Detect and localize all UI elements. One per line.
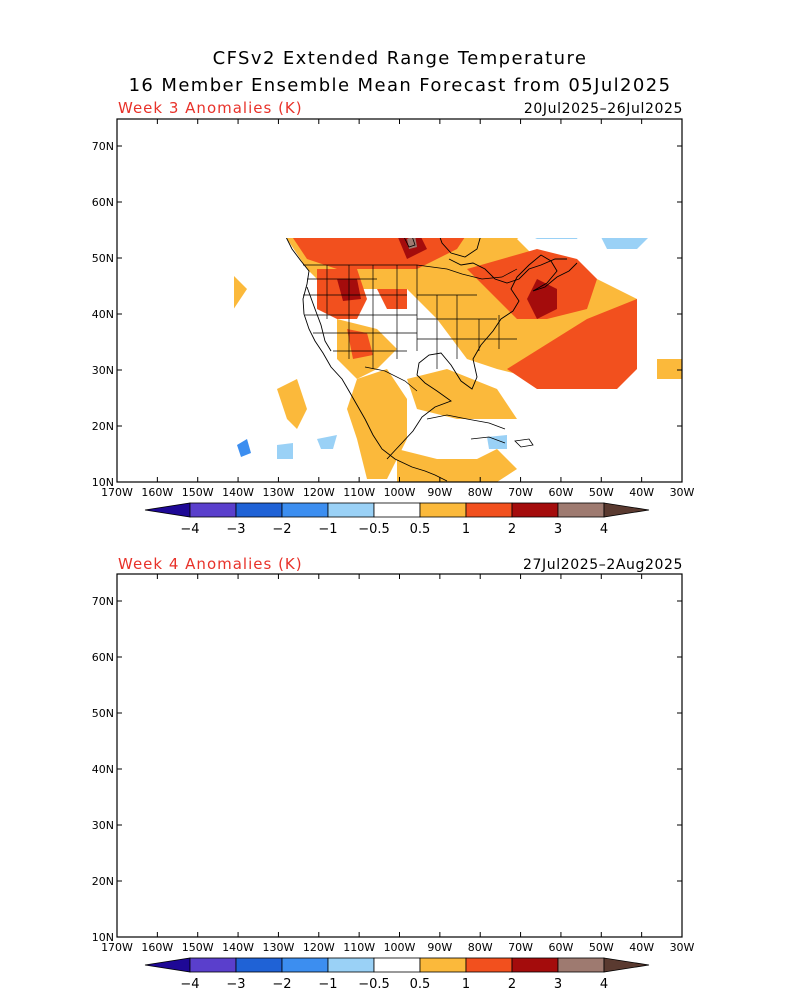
colorbar-label: −1 xyxy=(318,977,337,992)
lon-tick-label: 140W xyxy=(222,486,254,499)
colorbar-segment xyxy=(235,957,283,973)
colorbar-label: 0.5 xyxy=(410,522,431,537)
colorbar-segment xyxy=(235,502,283,518)
lat-tick-label: 60N xyxy=(92,651,114,664)
colorbar-segment xyxy=(189,957,237,973)
week3-dates: 20Jul2025–26Jul2025 xyxy=(523,101,683,117)
colorbar-segment xyxy=(511,502,559,518)
chart-title-line2: 16 Member Ensemble Mean Forecast from 05… xyxy=(128,75,672,96)
colorbar-label: 0.5 xyxy=(410,977,431,992)
colorbar-label: −3 xyxy=(226,977,245,992)
colorbar-segment xyxy=(465,502,513,518)
lon-tick-label: 100W xyxy=(384,486,416,499)
lon-tick-label: 40W xyxy=(629,486,654,499)
lat-tick-label: 20N xyxy=(92,420,114,433)
week4-axes: 170W 160W 150W 140W 130W 120W 110W 100W 90W 80W 70… xyxy=(92,574,695,954)
lon-tick-label: 150W xyxy=(182,941,214,954)
lon-tick-label: 100W xyxy=(384,941,416,954)
lat-tick-label: 10N xyxy=(92,931,114,944)
colorbar-label: 2 xyxy=(508,977,516,992)
colorbar-segment xyxy=(419,957,467,973)
colorbar-arrow-high xyxy=(603,502,650,518)
lon-tick-label: 70W xyxy=(508,941,533,954)
week3-label: Week 3 Anomalies (K) xyxy=(118,99,303,117)
week4-map: 170W 160W 150W 140W 130W 120W 110W 100W 90W 80W 70… xyxy=(92,573,695,954)
week4-dates: 27Jul2025–2Aug2025 xyxy=(522,557,683,573)
colorbar-label: −2 xyxy=(272,522,291,537)
lon-tick-label: 120W xyxy=(303,941,335,954)
colorbar-label: 1 xyxy=(462,522,470,537)
lat-tick-label: 10N xyxy=(92,476,114,489)
lat-tick-label: 30N xyxy=(92,364,114,377)
lon-tick-label: 90W xyxy=(427,486,452,499)
colorbar-segment xyxy=(511,957,559,973)
colorbar-label: 2 xyxy=(508,522,516,537)
lon-tick-label: 170W xyxy=(101,941,133,954)
colorbar-label: −3 xyxy=(226,522,245,537)
lon-tick-label: 50W xyxy=(589,486,614,499)
colorbar-segment xyxy=(557,957,605,973)
lon-tick-label: 30W xyxy=(670,486,695,499)
lon-tick-label: 80W xyxy=(468,941,493,954)
lon-tick-label: 60W xyxy=(548,486,573,499)
colorbar-label: −1 xyxy=(318,522,337,537)
week4-label: Week 4 Anomalies (K) xyxy=(118,555,303,573)
colorbar-segment xyxy=(327,957,375,973)
colorbar-arrow-low xyxy=(144,502,191,518)
colorbar-label: −2 xyxy=(272,977,291,992)
lat-tick-label: 50N xyxy=(92,252,114,265)
lon-tick-label: 130W xyxy=(262,486,294,499)
colorbar-segment xyxy=(281,957,329,973)
colorbar-segment xyxy=(419,502,467,518)
lon-tick-label: 150W xyxy=(182,486,214,499)
lat-tick-label: 60N xyxy=(92,196,114,209)
lon-tick-label: 130W xyxy=(262,941,294,954)
week3-colorbar: −4 −3 −2 −1 −0.5 0.5 1 2 3 4 xyxy=(144,502,650,537)
colorbar-label: 3 xyxy=(554,522,562,537)
lon-tick-label: 120W xyxy=(303,486,335,499)
lon-tick-label: 40W xyxy=(629,941,654,954)
colorbar-segment xyxy=(373,502,421,518)
colorbar-arrow-low xyxy=(144,957,191,973)
lon-tick-label: 170W xyxy=(101,486,133,499)
lon-tick-label: 140W xyxy=(222,941,254,954)
lat-tick-label: 20N xyxy=(92,875,114,888)
colorbar-segment xyxy=(281,502,329,518)
week4-colorbar: −4 −3 −2 −1 −0.5 0.5 1 2 3 4 xyxy=(144,957,650,992)
lon-tick-label: 30W xyxy=(670,941,695,954)
colorbar-label: −4 xyxy=(180,522,199,537)
lat-tick-label: 70N xyxy=(92,140,114,153)
lon-tick-label: 60W xyxy=(548,941,573,954)
lon-tick-label: 90W xyxy=(427,941,452,954)
colorbar-segment xyxy=(189,502,237,518)
chart-title-line1: CFSv2 Extended Range Temperature xyxy=(212,48,588,69)
colorbar-arrow-high xyxy=(603,957,650,973)
lat-tick-label: 40N xyxy=(92,308,114,321)
colorbar-label: 3 xyxy=(554,977,562,992)
colorbar-label: 4 xyxy=(600,522,608,537)
lat-tick-label: 30N xyxy=(92,819,114,832)
lon-tick-label: 70W xyxy=(508,486,533,499)
lat-tick-label: 40N xyxy=(92,763,114,776)
colorbar-label: −4 xyxy=(180,977,199,992)
colorbar-label: −0.5 xyxy=(358,977,390,992)
lat-tick-label: 70N xyxy=(92,595,114,608)
lon-tick-label: 160W xyxy=(141,486,173,499)
colorbar-label: 1 xyxy=(462,977,470,992)
week3-axes: 170W 160W 150W 140W 130W 120W 110W 100W 90W 80W 70… xyxy=(92,119,695,499)
lon-tick-label: 80W xyxy=(468,486,493,499)
colorbar-segment xyxy=(465,957,513,973)
lon-tick-label: 110W xyxy=(343,486,375,499)
lon-tick-label: 110W xyxy=(343,941,375,954)
colorbar-label: 4 xyxy=(600,977,608,992)
week3-map: 170W 160W 150W 140W 130W 120W 110W 100W 90W 80W 70… xyxy=(92,118,695,499)
lat-tick-label: 50N xyxy=(92,707,114,720)
colorbar-segment xyxy=(373,957,421,973)
lon-tick-label: 50W xyxy=(589,941,614,954)
lon-tick-label: 160W xyxy=(141,941,173,954)
colorbar-segment xyxy=(327,502,375,518)
colorbar-segment xyxy=(557,502,605,518)
colorbar-label: −0.5 xyxy=(358,522,390,537)
